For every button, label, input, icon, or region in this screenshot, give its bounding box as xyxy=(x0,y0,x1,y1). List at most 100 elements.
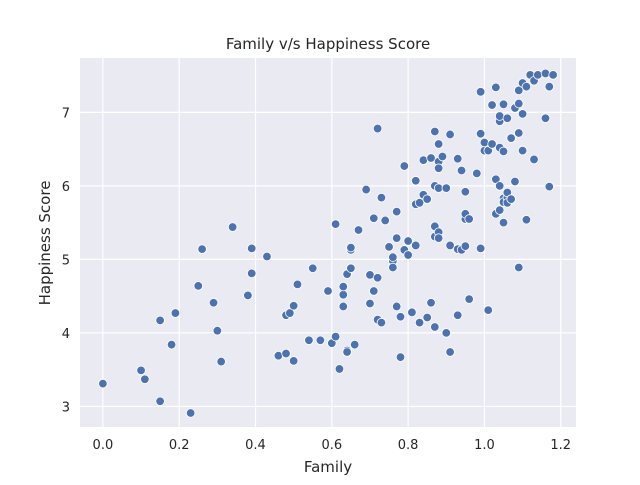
x-tick-label: 1.0 xyxy=(474,438,495,453)
data-point xyxy=(494,205,505,215)
data-point xyxy=(391,233,402,243)
data-point xyxy=(384,242,394,252)
data-point xyxy=(166,339,177,350)
data-point xyxy=(243,290,253,301)
data-point xyxy=(483,305,493,315)
x-tick-label: 0.2 xyxy=(169,438,190,453)
y-tick-label: 3 xyxy=(62,400,70,415)
data-point xyxy=(292,279,303,290)
x-tick-label: 0.6 xyxy=(321,438,342,453)
data-point xyxy=(193,281,203,291)
data-point xyxy=(453,154,463,164)
data-point xyxy=(514,128,524,138)
data-point xyxy=(494,181,505,191)
data-point xyxy=(197,244,207,254)
data-point xyxy=(441,183,451,193)
data-point xyxy=(533,70,543,80)
plot-area xyxy=(80,58,576,427)
x-tick-label: 0.0 xyxy=(93,438,114,453)
data-point xyxy=(498,146,509,157)
x-axis-label: Family xyxy=(304,458,352,476)
data-point xyxy=(510,176,520,187)
data-point xyxy=(262,251,272,262)
data-point xyxy=(540,113,551,123)
data-point xyxy=(445,129,455,140)
data-point xyxy=(479,137,490,148)
data-point xyxy=(288,301,299,311)
data-point xyxy=(361,184,371,195)
data-point xyxy=(346,242,356,253)
data-point xyxy=(288,356,299,366)
y-tick-label: 7 xyxy=(62,106,70,121)
chart-title: Family v/s Happiness Score xyxy=(226,35,430,53)
data-point xyxy=(403,250,413,260)
data-point xyxy=(433,139,444,149)
data-point xyxy=(514,98,524,109)
y-tick-label: 4 xyxy=(62,327,70,342)
data-point xyxy=(430,126,440,137)
data-point xyxy=(136,365,146,376)
data-point xyxy=(433,163,444,173)
data-point xyxy=(246,243,257,254)
data-point xyxy=(388,262,398,273)
data-point xyxy=(426,153,436,163)
data-point xyxy=(323,286,333,296)
data-point xyxy=(445,240,455,251)
data-point xyxy=(369,286,379,296)
data-point xyxy=(170,308,181,318)
data-point xyxy=(521,215,532,225)
data-point xyxy=(403,236,413,246)
data-point xyxy=(460,241,471,251)
data-point xyxy=(456,165,467,176)
data-point xyxy=(372,123,383,134)
data-point xyxy=(227,222,238,232)
data-point xyxy=(338,281,348,292)
data-point xyxy=(460,187,471,197)
data-point xyxy=(391,301,402,312)
data-point xyxy=(475,243,486,254)
data-point xyxy=(315,335,326,345)
data-point xyxy=(422,194,432,204)
data-point xyxy=(281,348,291,359)
data-point xyxy=(338,289,348,300)
data-point xyxy=(548,70,558,80)
y-axis-label: Happiness Score xyxy=(36,181,54,306)
data-point xyxy=(395,352,406,362)
data-point xyxy=(353,225,364,235)
data-point xyxy=(212,326,223,336)
y-axis-ticks: 3 4 5 6 7 xyxy=(62,106,70,415)
data-point xyxy=(372,273,383,283)
data-point xyxy=(338,301,348,312)
data-point xyxy=(487,100,497,110)
x-axis-ticks: 0.0 0.2 0.4 0.6 0.8 1.0 1.2 xyxy=(93,438,572,453)
data-point xyxy=(411,240,421,251)
data-point xyxy=(544,181,554,192)
data-point xyxy=(487,139,497,149)
data-point xyxy=(155,396,165,406)
data-point xyxy=(517,109,528,119)
data-point xyxy=(544,81,554,92)
data-point xyxy=(346,263,356,273)
data-point xyxy=(98,378,108,389)
data-point xyxy=(350,339,360,350)
data-point xyxy=(426,298,436,308)
data-point xyxy=(308,263,318,273)
data-point xyxy=(453,310,463,320)
data-point xyxy=(491,82,501,93)
data-point xyxy=(342,347,352,357)
data-point xyxy=(464,214,474,224)
data-point xyxy=(399,161,410,171)
data-point xyxy=(437,151,448,162)
data-point xyxy=(376,192,387,203)
x-tick-label: 1.2 xyxy=(550,438,571,453)
data-point xyxy=(140,374,150,384)
data-point xyxy=(380,215,390,226)
data-point xyxy=(464,294,474,304)
data-point xyxy=(517,145,528,156)
grid xyxy=(80,58,576,427)
data-point xyxy=(155,315,165,326)
data-point xyxy=(514,262,524,273)
data-point xyxy=(472,168,482,179)
data-point xyxy=(433,233,444,243)
